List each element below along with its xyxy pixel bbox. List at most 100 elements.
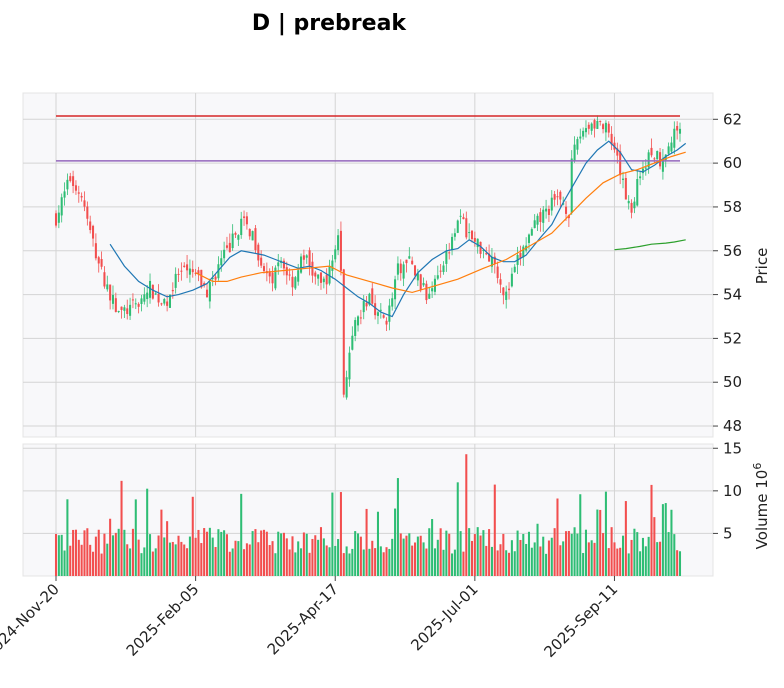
volume-bar (573, 527, 576, 576)
candle-body (129, 304, 132, 316)
volume-bar (237, 541, 240, 576)
candle-body (154, 293, 157, 295)
volume-tick-labels: 5 10 15 (713, 439, 742, 542)
volume-bar (245, 543, 248, 576)
price-tick-label: 54 (723, 286, 742, 304)
candle-body (339, 230, 342, 271)
volume-bar (265, 531, 268, 576)
volume-bar (248, 544, 251, 576)
candle-body (402, 264, 405, 279)
candle-body (376, 312, 379, 316)
volume-bar (180, 541, 183, 576)
volume-bar (402, 538, 405, 576)
price-panel-background (22, 92, 714, 438)
candle-body (359, 317, 362, 319)
volume-bar (106, 543, 109, 576)
candle-body (496, 266, 499, 279)
candle-body (493, 256, 496, 265)
candle-body (502, 287, 505, 296)
candle-body (604, 122, 607, 133)
volume-bar (613, 542, 616, 576)
candle-body (197, 270, 200, 275)
candle-body (576, 139, 579, 150)
volume-bar (619, 547, 622, 576)
volume-bar (545, 553, 548, 576)
candle-body (536, 215, 539, 225)
volume-bar (131, 528, 134, 576)
candle-body (74, 185, 77, 191)
volume-bar (408, 533, 411, 576)
price-tick-label: 50 (723, 373, 742, 391)
volume-bar (550, 537, 553, 576)
volume-bar (368, 548, 371, 576)
candle-body (237, 235, 240, 240)
volume-bar (539, 546, 542, 576)
candle-body (630, 202, 633, 213)
candle-body (282, 260, 285, 269)
volume-bar (470, 540, 474, 576)
candle-body (77, 192, 80, 194)
volume-bar (197, 529, 200, 576)
candle-body (453, 233, 456, 237)
candle-body (137, 303, 140, 307)
candle-body (362, 301, 365, 313)
candle-body (294, 277, 297, 289)
candle-body (647, 152, 650, 168)
price-axis-label: Price (753, 248, 771, 285)
volume-bar (294, 552, 297, 576)
volume-bar (243, 549, 246, 576)
volume-bar (425, 548, 428, 576)
candle-body (57, 212, 60, 223)
volume-bar (582, 553, 585, 576)
volume-bar (143, 547, 146, 576)
candle-body (300, 256, 303, 273)
volume-bar (405, 535, 408, 576)
volume-axis-label-text: Volume 10 (753, 470, 771, 550)
volume-bar (593, 542, 596, 576)
volume-bar (419, 535, 422, 576)
candle-body (171, 289, 174, 292)
candle-body (60, 197, 63, 216)
candle-body (103, 272, 106, 287)
x-tick-label: 2025-Sep-11 (540, 580, 621, 661)
volume-bar (314, 535, 317, 576)
price-tick-labels: 48 50 52 54 56 58 60 62 (713, 110, 742, 435)
volume-bar (160, 509, 163, 576)
volume-bar (225, 534, 228, 576)
volume-bar (508, 552, 511, 576)
volume-bar (63, 550, 66, 576)
volume-bar (388, 548, 391, 576)
candle-body (394, 279, 397, 300)
volume-bar (328, 547, 331, 576)
candle-body (667, 146, 670, 154)
candle-body (208, 281, 211, 302)
volume-bar (60, 534, 63, 576)
candles (54, 115, 682, 400)
volume-bar (627, 553, 630, 576)
volume-bar (129, 548, 132, 576)
volume-bar (117, 528, 120, 576)
candle-body (633, 201, 636, 209)
candle-body (559, 191, 562, 200)
volume-bar (94, 536, 97, 576)
volume-bar (676, 550, 679, 576)
candle-body (166, 301, 169, 306)
volume-bar (146, 488, 149, 576)
candle-body (522, 246, 525, 258)
volume-tick-label: 5 (723, 524, 733, 542)
candle-body (456, 220, 459, 233)
candle-body (411, 260, 414, 265)
candle-body (285, 267, 288, 276)
volume-bar (54, 533, 58, 576)
volume-bar (357, 533, 360, 576)
candle-body (530, 229, 533, 236)
candle-body (225, 245, 228, 248)
volume-bar (308, 552, 311, 576)
volume-bar (616, 548, 619, 576)
x-tick-labels: 2024-Nov-20 2025-Feb-05 2025-Apr-17 2025-Ju… (0, 576, 621, 661)
volume-bar (639, 551, 642, 576)
volume-bar (126, 544, 129, 576)
candle-body (627, 200, 630, 204)
volume-axis-exponent: 6 (751, 463, 764, 470)
volume-bar (442, 549, 445, 576)
